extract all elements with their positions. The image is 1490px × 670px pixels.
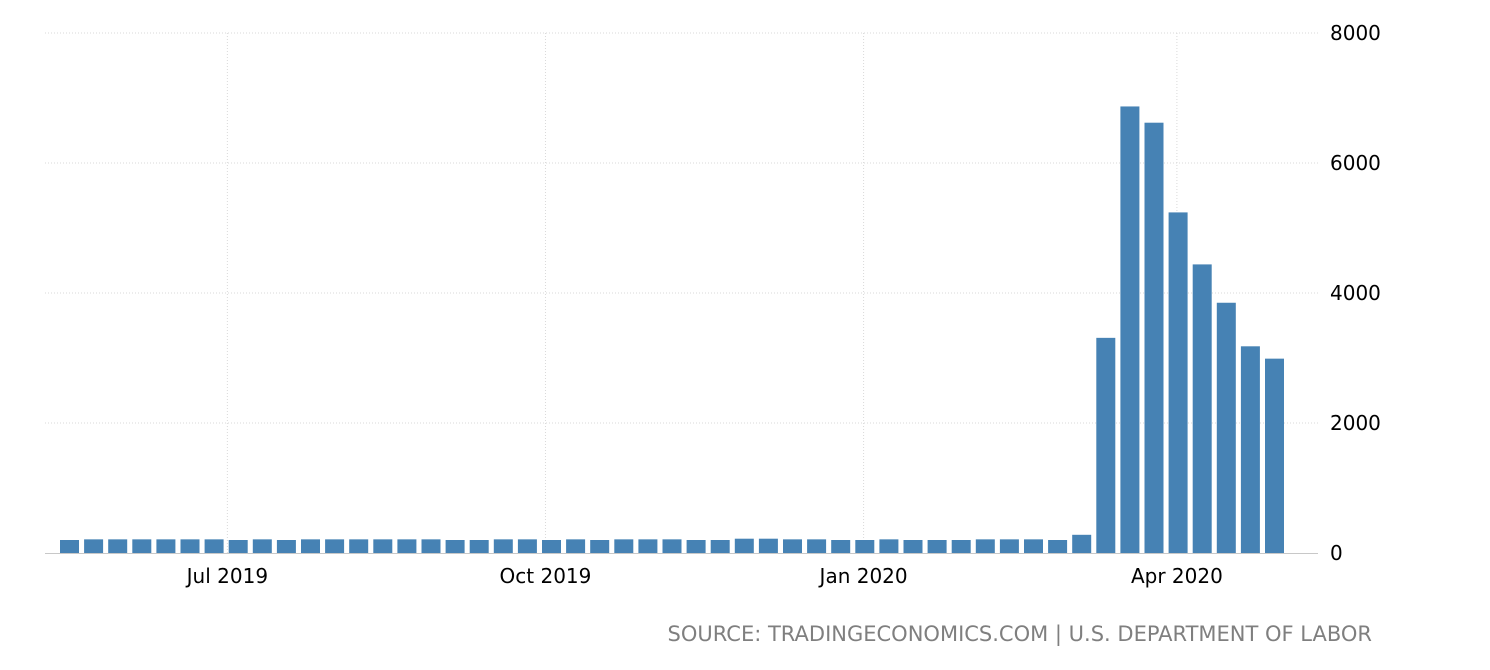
bar — [469, 540, 489, 553]
bar — [734, 538, 754, 553]
bar — [1240, 346, 1260, 553]
bar — [590, 540, 610, 553]
bar — [493, 539, 513, 553]
bar — [1120, 106, 1140, 553]
bar — [566, 539, 586, 553]
bar — [60, 540, 79, 553]
bar — [301, 539, 320, 553]
bar — [879, 539, 899, 553]
bar — [108, 539, 128, 553]
bar — [783, 539, 802, 553]
bar-series — [60, 106, 1284, 553]
bar — [1096, 337, 1116, 553]
bar — [758, 538, 778, 553]
bar — [1024, 539, 1043, 553]
source-note: SOURCE: TRADINGECONOMICS.COM | U.S. DEPA… — [667, 622, 1372, 646]
bar — [1192, 264, 1212, 553]
bar — [542, 540, 561, 553]
horizontal-gridlines — [45, 32, 1318, 424]
x-axis-tick-labels: Jul 2019 Oct 2019 Jan 2020 Apr 2020 — [185, 564, 1223, 588]
bar — [903, 540, 923, 553]
bar — [686, 540, 706, 553]
y-tick-label: 2000 — [1330, 411, 1381, 435]
x-tick-label: Oct 2019 — [500, 564, 592, 588]
y-tick-label: 6000 — [1330, 151, 1381, 175]
bar — [84, 539, 104, 553]
bar — [975, 539, 995, 553]
y-tick-label: 0 — [1330, 541, 1343, 565]
bar — [662, 539, 682, 553]
bar — [831, 540, 851, 553]
bar — [951, 540, 971, 553]
x-tick-label: Jul 2019 — [185, 564, 268, 588]
bar — [132, 539, 152, 553]
x-tick-label: Apr 2020 — [1131, 564, 1223, 588]
bar — [349, 539, 369, 553]
y-tick-label: 4000 — [1330, 281, 1381, 305]
bar — [397, 539, 417, 553]
bar — [156, 539, 176, 553]
bar — [445, 540, 465, 553]
bar — [421, 539, 441, 553]
bar — [517, 539, 537, 553]
bar — [204, 539, 224, 553]
bar — [614, 539, 634, 553]
bar — [710, 540, 730, 553]
bar — [1216, 302, 1236, 553]
bar — [1048, 540, 1068, 553]
bar — [373, 539, 393, 553]
x-tick-label: Jan 2020 — [818, 564, 908, 588]
bar — [1144, 122, 1164, 553]
y-axis-tick-labels: 0 2000 4000 6000 8000 — [1330, 21, 1381, 565]
bar — [180, 539, 200, 553]
bar — [638, 539, 658, 553]
bar — [1072, 534, 1092, 553]
bar — [855, 540, 875, 553]
bar — [252, 539, 272, 553]
bar — [1265, 358, 1284, 553]
bar — [1168, 212, 1188, 553]
bar — [276, 540, 296, 553]
bar — [999, 539, 1019, 553]
bar — [228, 540, 248, 553]
bar — [927, 540, 947, 553]
y-tick-label: 8000 — [1330, 21, 1381, 45]
bar — [807, 539, 827, 553]
bar — [325, 539, 345, 553]
